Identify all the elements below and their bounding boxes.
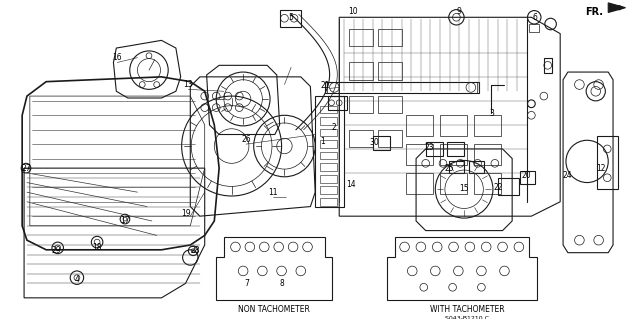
- Bar: [320, 186, 337, 194]
- Text: 8: 8: [279, 279, 284, 288]
- Bar: [440, 144, 467, 165]
- Text: 20: 20: [522, 171, 531, 180]
- Text: NON TACHOMETER: NON TACHOMETER: [238, 305, 310, 314]
- Bar: [349, 29, 373, 46]
- Bar: [280, 10, 301, 27]
- Bar: [406, 144, 433, 165]
- Bar: [325, 82, 479, 93]
- Bar: [320, 140, 337, 148]
- Text: 14: 14: [346, 180, 356, 189]
- Text: 3: 3: [490, 109, 495, 118]
- Polygon shape: [608, 3, 625, 12]
- Text: 18: 18: [92, 243, 102, 252]
- Bar: [474, 115, 500, 137]
- Bar: [440, 115, 467, 137]
- Text: S043-B1210 C: S043-B1210 C: [445, 316, 489, 319]
- Text: 23: 23: [425, 144, 435, 152]
- Text: 7: 7: [244, 279, 250, 288]
- Bar: [440, 173, 467, 194]
- Bar: [520, 171, 535, 184]
- Bar: [449, 161, 464, 173]
- Bar: [320, 198, 337, 206]
- Text: 2: 2: [331, 123, 336, 132]
- Text: 29: 29: [52, 246, 61, 255]
- Text: 28: 28: [190, 246, 200, 255]
- Bar: [378, 96, 402, 113]
- Bar: [474, 144, 500, 165]
- Bar: [426, 142, 443, 156]
- Text: 15: 15: [460, 184, 469, 193]
- Bar: [320, 163, 337, 171]
- Text: 21: 21: [320, 81, 330, 90]
- Text: 4: 4: [74, 275, 79, 284]
- Text: 19: 19: [182, 209, 191, 218]
- Bar: [320, 106, 337, 113]
- Bar: [469, 161, 484, 173]
- Bar: [320, 152, 337, 160]
- Bar: [378, 130, 402, 147]
- Text: 11: 11: [268, 188, 278, 197]
- Bar: [315, 96, 344, 207]
- Text: 17: 17: [120, 216, 130, 225]
- Bar: [349, 63, 373, 80]
- Text: 16: 16: [113, 53, 122, 62]
- Bar: [320, 129, 337, 137]
- Text: 1: 1: [321, 137, 325, 146]
- Text: 27: 27: [21, 164, 31, 173]
- Bar: [320, 117, 337, 125]
- Bar: [373, 137, 390, 150]
- Text: 24: 24: [562, 171, 572, 180]
- Bar: [320, 175, 337, 182]
- Text: 25: 25: [445, 164, 454, 173]
- Bar: [378, 63, 402, 80]
- Bar: [328, 96, 347, 109]
- Bar: [596, 137, 618, 189]
- Text: 10: 10: [348, 7, 358, 16]
- Text: 5: 5: [289, 13, 294, 22]
- Text: FR.: FR.: [585, 6, 603, 17]
- Bar: [529, 24, 539, 32]
- Bar: [498, 178, 519, 195]
- Bar: [544, 58, 552, 73]
- Bar: [406, 173, 433, 194]
- Text: 22: 22: [494, 183, 504, 192]
- Text: 12: 12: [596, 164, 605, 173]
- Bar: [406, 115, 433, 137]
- Text: 6: 6: [532, 13, 538, 22]
- Text: 26: 26: [241, 135, 251, 144]
- Text: 13: 13: [184, 80, 193, 89]
- Bar: [349, 130, 373, 147]
- Bar: [474, 173, 500, 194]
- Text: 9: 9: [457, 7, 461, 16]
- Bar: [349, 96, 373, 113]
- Bar: [378, 29, 402, 46]
- Bar: [447, 142, 464, 156]
- Text: WITH TACHOMETER: WITH TACHOMETER: [429, 305, 504, 314]
- Text: 30: 30: [370, 138, 380, 147]
